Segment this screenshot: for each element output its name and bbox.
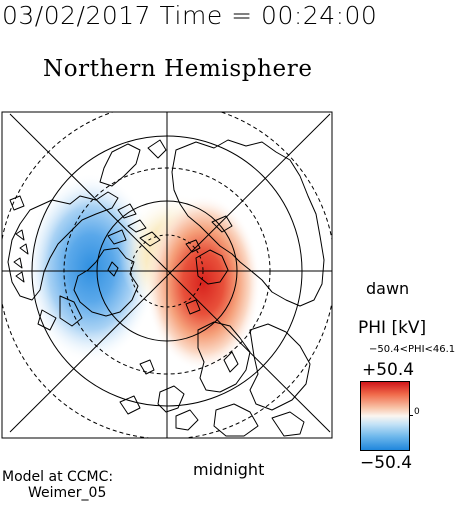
colorbar-zero-label: 0 xyxy=(414,407,420,417)
map-frame xyxy=(1,111,333,439)
map-title: Northern Hemisphere xyxy=(43,56,313,82)
colorbar-max-label: +50.4 xyxy=(362,360,415,380)
colorbar-range: −50.4<PHI<46.1 xyxy=(369,344,456,355)
datetime-header: 03/02/2017 Time = 00:24:00 xyxy=(2,1,378,30)
colorbar-min-label: −50.4 xyxy=(360,453,413,473)
colorbar xyxy=(360,381,410,451)
colorbar-zero-tick xyxy=(410,415,413,416)
coastlines xyxy=(7,139,325,437)
dawn-label: dawn xyxy=(366,279,410,298)
midnight-label: midnight xyxy=(193,460,265,479)
meridian-lines xyxy=(2,112,332,438)
potential-field xyxy=(25,173,261,371)
model-credit-line2: Weimer_05 xyxy=(28,485,107,501)
model-credit-line1: Model at CCMC: xyxy=(2,469,114,485)
colorbar-label: PHI [kV] xyxy=(358,318,427,338)
